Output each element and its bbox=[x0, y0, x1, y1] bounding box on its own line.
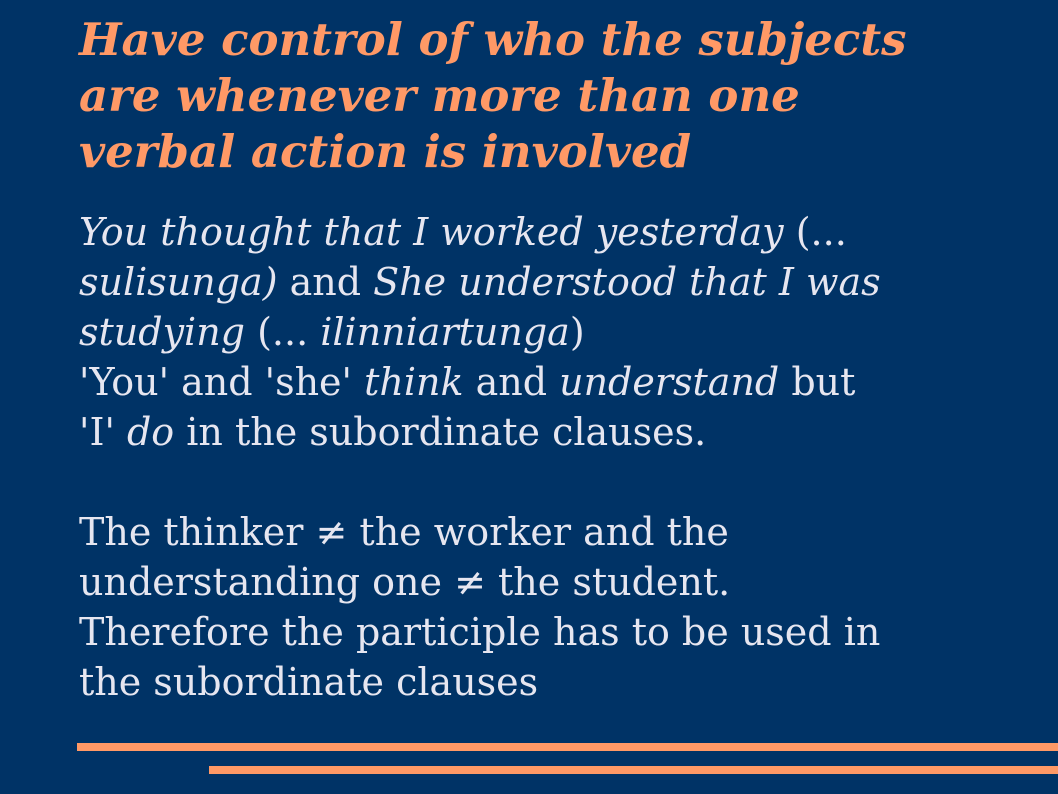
body-text: but bbox=[779, 360, 856, 404]
body-text: and bbox=[277, 260, 374, 304]
body-line: understanding one ≠ the student. bbox=[79, 560, 731, 604]
example-text: sulisunga) bbox=[79, 260, 278, 304]
body-text: (... bbox=[783, 210, 847, 254]
body-line: The thinker ≠ the worker and the bbox=[79, 510, 729, 554]
example-text: She understood that I was bbox=[373, 260, 881, 304]
title-line-1: Have control of who the subjects bbox=[79, 13, 907, 66]
decorative-bar-top bbox=[77, 743, 1058, 751]
slide-title: Have control of who the subjects are whe… bbox=[79, 12, 1039, 180]
body-line: the subordinate clauses bbox=[79, 660, 539, 704]
body-text: (... bbox=[245, 310, 321, 354]
body-line: 'I' do in the subordinate clauses. bbox=[79, 407, 1039, 457]
title-line-2: are whenever more than one bbox=[79, 69, 800, 122]
body-line: Therefore the participle has to be used … bbox=[79, 610, 881, 654]
decorative-bar-bottom bbox=[209, 766, 1058, 774]
body-text: 'You' and 'she' bbox=[79, 360, 365, 404]
example-text: do bbox=[126, 410, 175, 454]
body-line: 'You' and 'she' think and understand but bbox=[79, 357, 1039, 407]
body-line: You thought that I worked yesterday (... bbox=[79, 207, 1039, 257]
example-text: studying bbox=[79, 310, 245, 354]
paragraph-gap bbox=[79, 457, 1039, 507]
body-text: 'I' bbox=[79, 410, 127, 454]
example-text: think bbox=[364, 360, 464, 404]
example-text: understand bbox=[559, 360, 780, 404]
slide-body: You thought that I worked yesterday (...… bbox=[79, 207, 1039, 707]
body-text: in the subordinate clauses. bbox=[174, 410, 707, 454]
body-line: studying (... ilinniartunga) bbox=[79, 307, 1039, 357]
example-text: ilinniartunga bbox=[320, 310, 570, 354]
title-line-3: verbal action is involved bbox=[79, 125, 692, 178]
example-text: You thought that I worked yesterday bbox=[79, 210, 784, 254]
body-line: sulisunga) and She understood that I was bbox=[79, 257, 1039, 307]
body-text: ) bbox=[569, 310, 585, 354]
body-text: and bbox=[463, 360, 560, 404]
